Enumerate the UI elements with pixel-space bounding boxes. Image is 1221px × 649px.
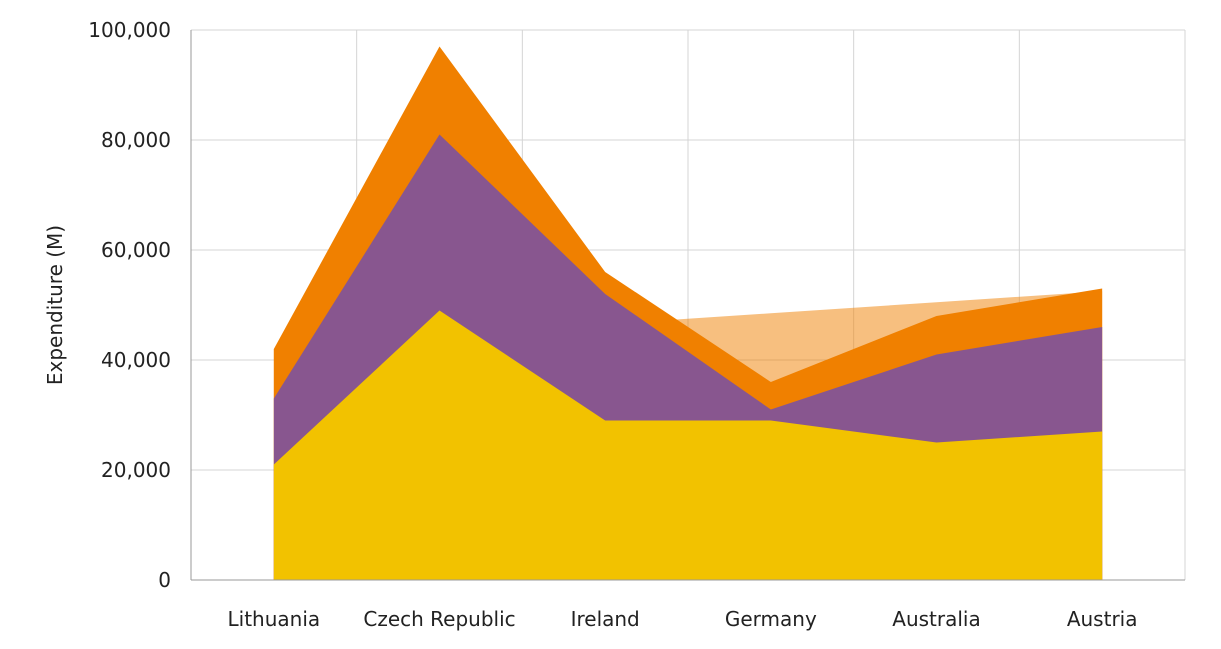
x-tick-label: Germany <box>725 607 817 631</box>
area-series-4 <box>273 310 1103 580</box>
y-axis-tick-labels: 0 20,000 40,000 60,000 80,000 100,000 <box>88 18 171 592</box>
x-tick-label: Ireland <box>571 607 640 631</box>
y-tick-label: 0 <box>158 568 171 592</box>
x-tick-label: Austria <box>1067 607 1138 631</box>
y-axis-title: Expenditure (M) <box>43 225 67 385</box>
x-tick-label: Lithuania <box>228 607 321 631</box>
y-tick-label: 80,000 <box>101 128 171 152</box>
y-tick-label: 60,000 <box>101 238 171 262</box>
y-tick-label: 100,000 <box>88 18 171 42</box>
x-tick-label: Australia <box>892 607 980 631</box>
x-axis-tick-labels: Lithuania Czech Republic Ireland Germany Aus… <box>228 607 1138 631</box>
axes <box>190 30 1185 581</box>
y-tick-label: 40,000 <box>101 348 171 372</box>
y-tick-label: 20,000 <box>101 458 171 482</box>
x-tick-label: Czech Republic <box>363 607 515 631</box>
series-areas <box>273 46 1103 580</box>
